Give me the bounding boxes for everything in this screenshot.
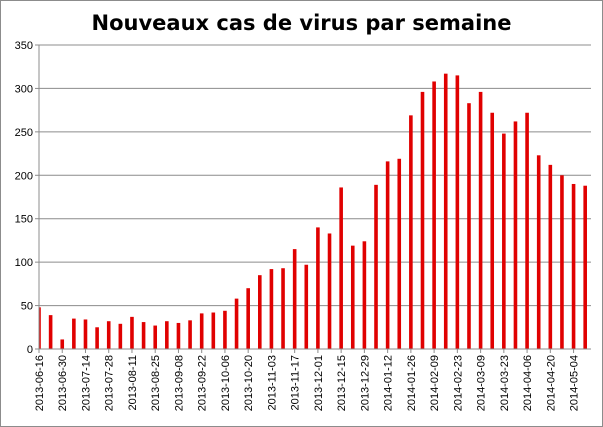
x-tick-label: 2014-01-26 [406,355,418,411]
y-tick-label: 50 [21,301,33,313]
bar [141,322,146,349]
x-tick-label: 2013-12-15 [336,355,348,411]
bar [211,312,216,349]
bar [327,233,332,349]
bar [269,269,274,349]
y-tick-label: 200 [15,170,33,182]
bar [502,133,506,349]
y-tick-label: 250 [15,127,33,139]
x-tick-label: 2014-04-20 [545,355,557,411]
x-tick-label: 2013-06-30 [57,355,69,411]
bar [513,121,518,349]
bar [234,298,239,349]
bar [106,321,111,349]
y-tick-label: 300 [15,83,33,95]
y-tick-label: 0 [27,344,33,356]
bar [316,227,320,349]
bar [118,323,123,349]
bar [95,327,99,349]
bar [583,185,587,349]
bar [362,241,367,349]
x-tick-label: 2014-02-23 [452,355,464,411]
x-tick-label: 2013-11-17 [290,355,302,410]
bar [176,322,181,349]
y-axis-tick-labels: 0 50 100 150 200 250 300 350 [15,40,39,356]
bar [188,320,192,349]
bar [525,112,529,350]
x-tick-label: 2013-10-06 [220,355,232,411]
bar [350,245,355,349]
bar [409,115,413,350]
bar [548,164,553,349]
x-tick-label: 2013-12-29 [359,355,371,411]
bars [39,73,587,350]
y-tick-label: 100 [15,257,33,269]
x-tick-label: 2014-01-12 [383,355,395,411]
y-tick-label: 350 [15,40,33,52]
x-tick-label: 2013-11-03 [266,355,278,410]
bar [60,339,65,349]
bar [397,158,402,349]
axes [38,45,591,350]
bar [153,325,158,349]
bar [223,310,227,349]
x-tick-label: 2013-12-01 [313,355,325,411]
bar [385,161,390,349]
bar [478,91,483,349]
bar [339,187,343,349]
x-tick-label: 2013-07-14 [80,355,92,411]
bar [83,319,88,349]
bar [536,155,541,349]
x-tick-label: 2013-06-16 [34,355,46,411]
x-tick-label: 2014-05-04 [569,355,581,411]
bar [432,81,436,349]
bar [420,91,425,349]
bar [48,315,53,349]
bar [571,183,576,349]
x-tick-label: 2013-08-11 [127,355,139,410]
bar [455,75,460,350]
bar [467,103,471,350]
x-tick-label: 2013-09-08 [173,355,185,411]
x-tick-label: 2013-08-25 [150,355,162,411]
x-tick-label: 2013-09-22 [197,355,209,411]
x-axis-tick-labels: 2013-06-16 2013-06-30 2013-07-14 2013-07-28… [34,349,581,411]
chart-title: Nouveaux cas de virus par semaine [91,11,512,35]
bar [292,249,297,349]
bar [281,268,285,349]
bar [72,318,76,349]
gridlines [39,44,591,307]
x-tick-label: 2013-10-20 [243,355,255,411]
x-tick-label: 2014-03-23 [499,355,511,411]
bar [39,307,41,349]
bar [246,288,250,349]
bar [304,264,309,349]
bar [130,316,134,349]
bar [490,112,495,350]
bar [199,313,204,349]
x-tick-label: 2013-07-28 [104,355,116,411]
x-tick-label: 2014-02-09 [429,355,441,411]
bar [258,275,262,349]
bar [374,184,378,349]
bar [443,73,448,350]
x-tick-label: 2014-03-09 [476,355,488,411]
x-tick-label: 2014-04-06 [522,355,534,411]
bar [560,175,564,349]
bar [165,321,169,349]
y-tick-label: 150 [15,214,33,226]
